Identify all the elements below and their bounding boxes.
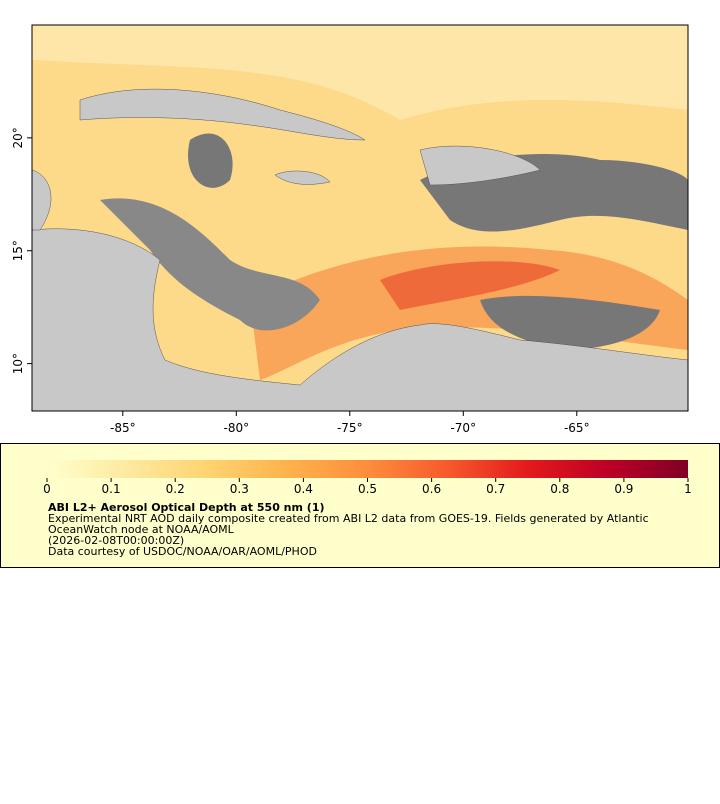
colorbar-tick-label: 0.7	[486, 482, 505, 496]
x-tick-label: -65°	[564, 421, 590, 435]
aod-high	[250, 246, 688, 380]
colorbar-tick-label: 0.3	[230, 482, 249, 496]
colorbar-ramp	[47, 460, 688, 478]
cloud	[480, 295, 660, 350]
cloud	[100, 198, 320, 331]
y-tick-label: 20°	[11, 127, 25, 148]
colorbar-tick-label: 0.5	[358, 482, 377, 496]
colorbar-tick-label: 0	[43, 482, 51, 496]
land-cuba	[79, 88, 366, 141]
colorbar-tick-label: 1	[684, 482, 692, 496]
colorbar-tick-label: 0.4	[294, 482, 313, 496]
x-tick-label: -75°	[337, 421, 363, 435]
colorbar-tick-label: 0.6	[422, 482, 441, 496]
x-tick-label: -85°	[110, 421, 136, 435]
legend-line: Data courtesy of USDOC/NOAA/OAR/AOML/PHO…	[48, 545, 317, 558]
aod-peak	[380, 261, 560, 310]
colorbar-tick-label: 0.1	[102, 482, 121, 496]
colorbar: 0 0.1 0.2 0.3 0.4 0.5 0.6 0.7 0.8 0.9 1	[43, 460, 692, 496]
aod-low	[32, 25, 688, 120]
x-tick-label: -70°	[450, 421, 476, 435]
legend-title: ABI L2+ Aerosol Optical Depth at 550 nm …	[48, 501, 325, 514]
land-jamaica	[274, 170, 331, 185]
map	[32, 25, 688, 411]
land-hispaniola	[419, 145, 541, 186]
legend-lines: Experimental NRT AOD daily composite cre…	[48, 512, 649, 558]
land-yucatan	[32, 169, 52, 231]
colorbar-tick-label: 0.8	[550, 482, 569, 496]
land-mainland	[32, 228, 688, 411]
y-tick-label: 10°	[11, 353, 25, 374]
y-tick-label: 15°	[11, 240, 25, 261]
x-tick-label: -80°	[223, 421, 249, 435]
legend-line: (2026-02-08T00:00:00Z)	[48, 534, 184, 547]
plot-frame	[31, 24, 689, 412]
colorbar-tick-label: 0.2	[166, 482, 185, 496]
colorbar-tick-label: 0.9	[614, 482, 633, 496]
legend-line: OceanWatch node at NOAA/AOML	[48, 523, 235, 536]
legend-line: Experimental NRT AOD daily composite cre…	[48, 512, 649, 525]
cloud	[188, 133, 233, 188]
